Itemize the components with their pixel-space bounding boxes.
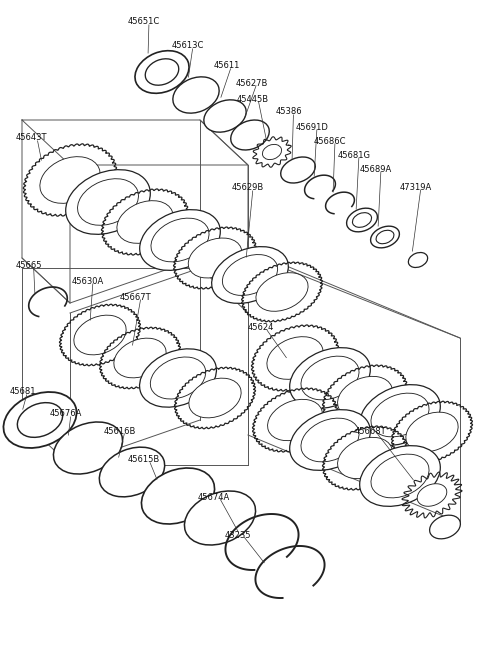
Ellipse shape [289, 409, 371, 470]
Ellipse shape [371, 393, 429, 437]
Ellipse shape [204, 100, 246, 132]
Ellipse shape [114, 338, 166, 378]
Text: 45686C: 45686C [314, 136, 347, 146]
Ellipse shape [231, 120, 269, 150]
Ellipse shape [376, 230, 394, 244]
Ellipse shape [184, 491, 255, 545]
Text: 45691D: 45691D [296, 123, 329, 131]
Ellipse shape [173, 77, 219, 113]
Ellipse shape [189, 378, 241, 418]
Ellipse shape [53, 422, 122, 474]
Ellipse shape [430, 515, 460, 539]
Text: 45624: 45624 [248, 323, 275, 333]
Ellipse shape [360, 445, 440, 506]
Ellipse shape [222, 255, 277, 295]
Text: 45616B: 45616B [104, 426, 136, 436]
Ellipse shape [360, 384, 440, 445]
Ellipse shape [289, 348, 371, 408]
Text: 45667T: 45667T [120, 293, 152, 302]
Ellipse shape [256, 273, 308, 312]
Ellipse shape [188, 238, 242, 278]
Ellipse shape [78, 178, 138, 225]
Ellipse shape [301, 418, 359, 462]
Ellipse shape [337, 377, 393, 418]
Text: 45445B: 45445B [237, 94, 269, 104]
Ellipse shape [267, 400, 323, 441]
Ellipse shape [74, 315, 126, 355]
Ellipse shape [263, 144, 282, 159]
Ellipse shape [281, 157, 315, 183]
Ellipse shape [3, 392, 76, 448]
Ellipse shape [40, 157, 100, 203]
Text: 45651C: 45651C [128, 18, 160, 26]
Ellipse shape [406, 412, 458, 452]
Ellipse shape [142, 468, 215, 524]
Ellipse shape [352, 213, 372, 228]
Text: 45681G: 45681G [338, 150, 371, 159]
Ellipse shape [99, 447, 165, 497]
Text: 45615B: 45615B [128, 455, 160, 464]
Ellipse shape [140, 210, 220, 270]
Text: 45689A: 45689A [360, 165, 392, 173]
Text: 45681: 45681 [10, 388, 36, 396]
Ellipse shape [408, 253, 428, 268]
Text: 45674A: 45674A [198, 493, 230, 501]
Text: 45676A: 45676A [50, 409, 83, 419]
Text: 45630A: 45630A [72, 276, 104, 285]
Text: 45643T: 45643T [16, 134, 48, 142]
Text: 45627B: 45627B [236, 79, 268, 87]
Ellipse shape [145, 59, 179, 85]
Ellipse shape [17, 403, 63, 438]
Ellipse shape [347, 208, 377, 232]
Text: 45629B: 45629B [232, 184, 264, 192]
Ellipse shape [151, 218, 209, 262]
Ellipse shape [135, 51, 189, 93]
Text: 45386: 45386 [276, 108, 302, 117]
Ellipse shape [371, 226, 399, 248]
Text: 43235: 43235 [225, 531, 252, 539]
Ellipse shape [337, 438, 393, 479]
Ellipse shape [267, 337, 323, 379]
Ellipse shape [371, 454, 429, 498]
Text: 45665: 45665 [16, 260, 43, 270]
Ellipse shape [140, 349, 216, 407]
Text: 45613C: 45613C [172, 41, 204, 51]
Ellipse shape [212, 247, 288, 303]
Text: 45668T: 45668T [355, 428, 386, 436]
Ellipse shape [66, 170, 150, 234]
Ellipse shape [150, 357, 205, 399]
Text: 47319A: 47319A [400, 182, 432, 192]
Ellipse shape [417, 483, 447, 506]
Text: 45611: 45611 [214, 62, 240, 70]
Ellipse shape [301, 356, 359, 400]
Ellipse shape [117, 201, 173, 243]
